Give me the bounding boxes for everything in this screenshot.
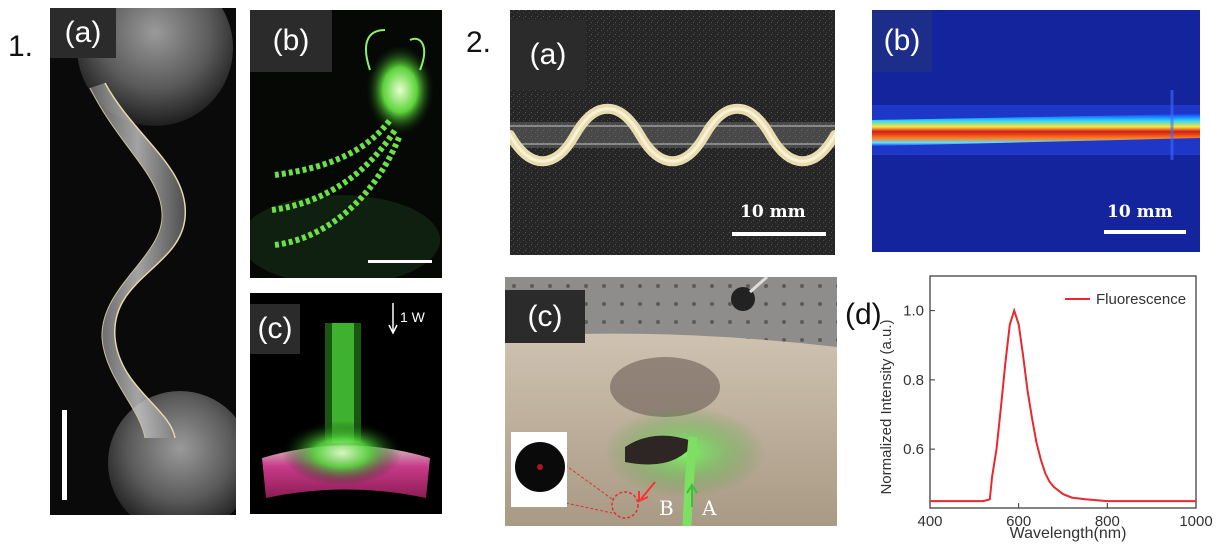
figure-1a-scale-bar [62, 410, 67, 500]
x-tick-label: 800 [1095, 513, 1120, 530]
figure-1-number: 1. [8, 30, 34, 63]
fluorescence-heatmap-image [872, 90, 1200, 160]
marker-a: A [702, 496, 717, 520]
figure-1a-label: (a) [50, 8, 116, 58]
figure-2b-label: (b) [872, 10, 932, 72]
figure-2d-label: (d) [845, 298, 882, 331]
figure-1c-label: (c) [250, 304, 300, 354]
x-tick-label: 1000 [1179, 513, 1212, 530]
x-tick-label: 600 [1006, 513, 1031, 530]
figure-2-number: 2. [466, 26, 492, 59]
figure-2b-scale-bar [1104, 230, 1186, 234]
figure-1a-photo [50, 8, 236, 515]
figure-2a-scale-text: 10 mm [740, 202, 806, 222]
green-fiber-device-image [250, 29, 440, 278]
figure-2a-label: (a) [510, 20, 586, 90]
x-tick-label: 400 [917, 513, 942, 530]
inset-image [511, 432, 567, 507]
figure-1b-scale-bar [368, 260, 432, 263]
plot-frame [929, 275, 1197, 509]
y-tick-label: 0.8 [903, 372, 924, 389]
figure-1b-label: (b) [250, 10, 332, 72]
figure-1c-power-label: 1 W [400, 309, 425, 325]
tissue-illumination-image [262, 303, 430, 498]
inset-circle [515, 442, 565, 492]
inset-dot [537, 464, 543, 470]
y-tick-label: 1.0 [903, 303, 924, 320]
marker-b: B [659, 496, 674, 520]
fluorescence-series-line [930, 307, 1196, 503]
legend-label: Fluorescence [1096, 291, 1186, 308]
figure-1b-photo [250, 10, 442, 278]
twisted-ribbon-image [77, 8, 236, 515]
figure-2c-label: (c) [505, 290, 585, 343]
figure-2b-scale-text: 10 mm [1107, 202, 1173, 222]
fluorescence-spectrum-chart: Normalized Intensity (a.u.) Wavelength(n… [878, 275, 1213, 542]
y-tick-label: 0.6 [903, 441, 924, 458]
x-axis-label: Wavelength(nm) [1010, 525, 1127, 542]
y-axis-label: Normalized Intensity (a.u.) [878, 319, 895, 494]
figure-2a-scale-bar [732, 232, 826, 236]
